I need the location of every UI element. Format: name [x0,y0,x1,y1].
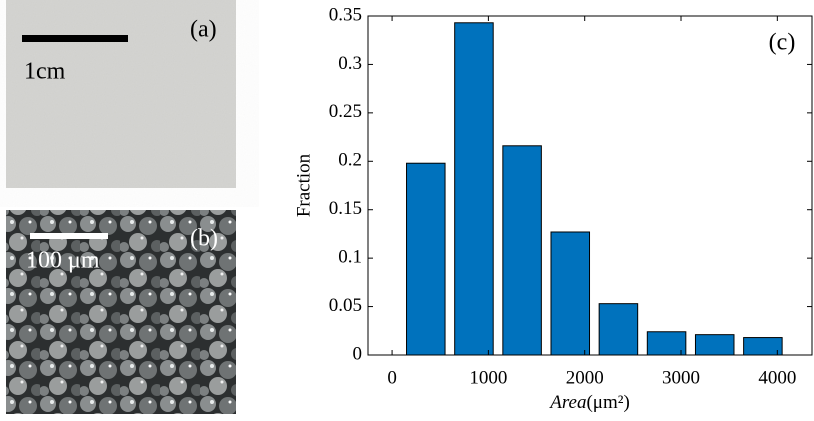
panel-b: 100 μm (b) [6,210,236,414]
bar [694,334,735,356]
bar [406,162,446,356]
x-axis-label-italic: Area [548,392,586,413]
y-axis-label: Fraction [293,153,314,217]
bar [743,337,783,356]
y-tick-label: 0.1 [338,247,362,268]
chart: 0 0.05 0.1 0.15 0.2 0.25 0.3 0.35 0 1000 2000 3000 4… [293,4,813,413]
scale-label: 100 μm [26,248,100,274]
y-tick-label: 0 [353,343,363,364]
bar [646,331,687,356]
y-tick-label: 0.05 [329,295,362,316]
panel-label: (b) [190,226,218,252]
y-tick-label: 0.15 [329,198,362,219]
panel-label: (a) [190,17,217,43]
scale-bar [30,233,108,239]
bar [502,145,542,356]
photo-b [6,210,236,414]
bar [550,231,591,356]
bar [598,303,639,356]
y-tick-label: 0.3 [338,53,362,74]
y-tick-label: 0.2 [338,150,362,171]
x-tick-label: 0 [387,367,397,388]
x-tick-label: 4000 [758,367,796,388]
y-tick-label: 0.25 [329,101,362,122]
axes-box [367,15,813,356]
photo-texture [6,0,236,188]
panel-label: (c) [769,30,796,56]
panel-a: 1cm (a) [6,0,236,188]
x-tick-label: 3000 [662,367,700,388]
scale-label: 1cm [24,59,66,85]
x-tick-label: 2000 [566,367,604,388]
x-axis-label-unit: (μm²) [586,392,629,413]
bar [454,22,494,356]
y-tick-label: 0.35 [329,4,362,25]
x-tick-label: 1000 [469,367,507,388]
scale-bar [22,35,128,42]
x-axis-label: Area(μm²) [548,392,630,413]
